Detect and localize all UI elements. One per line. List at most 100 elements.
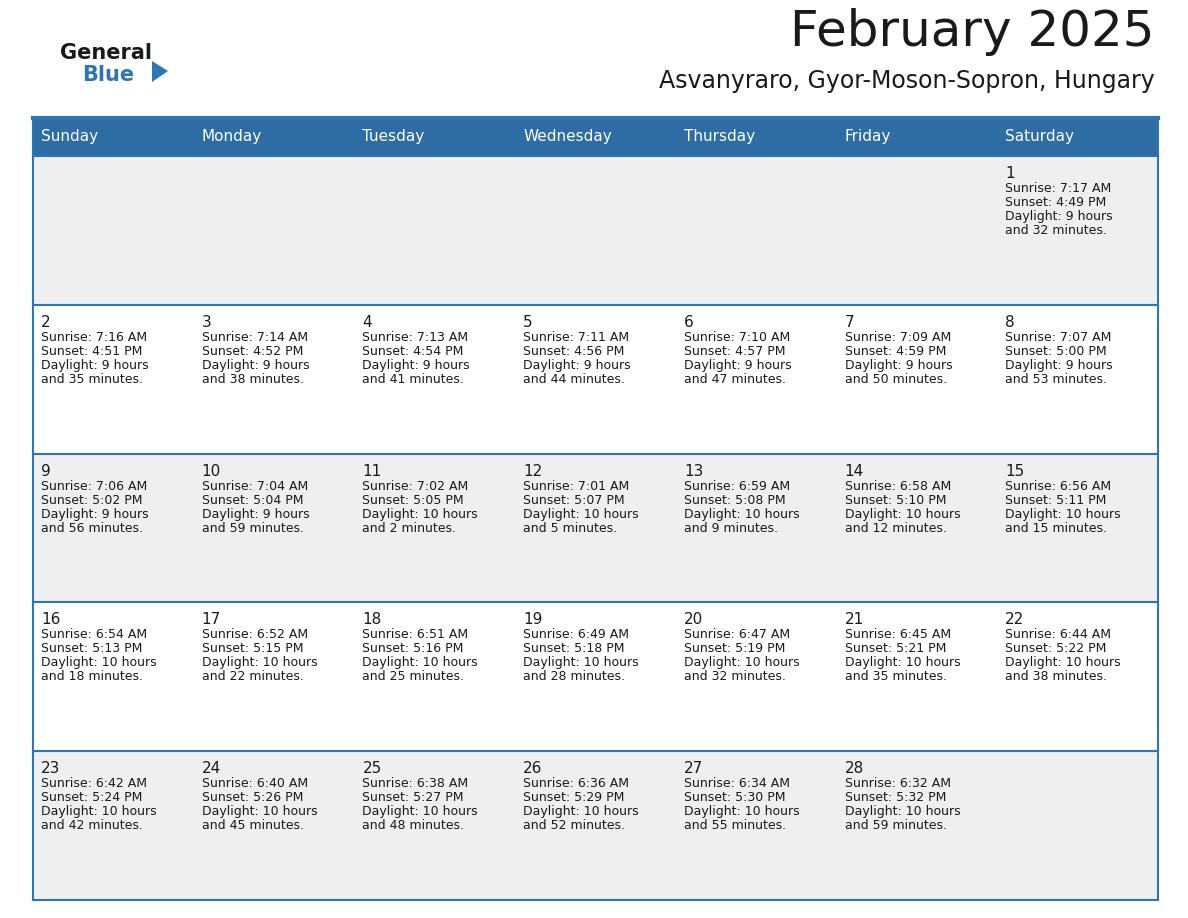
Bar <box>33 305 194 453</box>
Text: Daylight: 10 hours: Daylight: 10 hours <box>845 656 960 669</box>
Text: Thursday: Thursday <box>684 129 756 144</box>
Bar <box>516 118 676 156</box>
Text: Daylight: 9 hours: Daylight: 9 hours <box>1005 359 1113 372</box>
Text: Daylight: 10 hours: Daylight: 10 hours <box>202 656 317 669</box>
Bar <box>836 118 997 156</box>
Text: and 42 minutes.: and 42 minutes. <box>42 819 143 833</box>
Bar <box>354 305 516 453</box>
Bar <box>997 751 1158 900</box>
Bar <box>354 751 516 900</box>
Text: 9: 9 <box>42 464 51 478</box>
Bar <box>194 156 354 305</box>
Text: 19: 19 <box>523 612 543 627</box>
Text: Sunrise: 7:17 AM: Sunrise: 7:17 AM <box>1005 182 1112 195</box>
Text: Sunset: 4:49 PM: Sunset: 4:49 PM <box>1005 196 1106 209</box>
Text: and 35 minutes.: and 35 minutes. <box>845 670 947 683</box>
Text: and 9 minutes.: and 9 minutes. <box>684 521 778 534</box>
Text: Sunset: 5:08 PM: Sunset: 5:08 PM <box>684 494 785 507</box>
Text: 7: 7 <box>845 315 854 330</box>
Text: and 56 minutes.: and 56 minutes. <box>42 521 143 534</box>
Text: and 15 minutes.: and 15 minutes. <box>1005 521 1107 534</box>
Text: Sunrise: 6:44 AM: Sunrise: 6:44 AM <box>1005 629 1111 642</box>
Text: Sunset: 5:16 PM: Sunset: 5:16 PM <box>362 643 463 655</box>
Text: 28: 28 <box>845 761 864 777</box>
Text: Sunset: 5:22 PM: Sunset: 5:22 PM <box>1005 643 1107 655</box>
Text: Sunrise: 7:11 AM: Sunrise: 7:11 AM <box>523 330 630 344</box>
Text: Daylight: 10 hours: Daylight: 10 hours <box>684 805 800 818</box>
Bar <box>516 751 676 900</box>
Bar <box>997 453 1158 602</box>
Text: and 52 minutes.: and 52 minutes. <box>523 819 625 833</box>
Text: 27: 27 <box>684 761 703 777</box>
Text: General: General <box>61 43 152 63</box>
Text: Sunset: 5:10 PM: Sunset: 5:10 PM <box>845 494 946 507</box>
Bar <box>676 156 836 305</box>
Text: Daylight: 10 hours: Daylight: 10 hours <box>684 508 800 521</box>
Text: 11: 11 <box>362 464 381 478</box>
Text: Sunset: 5:19 PM: Sunset: 5:19 PM <box>684 643 785 655</box>
Text: Sunrise: 7:14 AM: Sunrise: 7:14 AM <box>202 330 308 344</box>
Text: Sunset: 5:30 PM: Sunset: 5:30 PM <box>684 791 785 804</box>
Text: 2: 2 <box>42 315 51 330</box>
Text: Sunrise: 6:51 AM: Sunrise: 6:51 AM <box>362 629 468 642</box>
Text: Daylight: 10 hours: Daylight: 10 hours <box>845 805 960 818</box>
Text: Sunday: Sunday <box>42 129 99 144</box>
Text: Sunset: 4:57 PM: Sunset: 4:57 PM <box>684 345 785 358</box>
Text: 20: 20 <box>684 612 703 627</box>
Bar <box>194 602 354 751</box>
Text: Sunrise: 7:02 AM: Sunrise: 7:02 AM <box>362 479 469 493</box>
Text: Sunrise: 6:47 AM: Sunrise: 6:47 AM <box>684 629 790 642</box>
Bar <box>194 305 354 453</box>
Text: Sunrise: 7:01 AM: Sunrise: 7:01 AM <box>523 479 630 493</box>
Bar <box>836 156 997 305</box>
Text: Daylight: 10 hours: Daylight: 10 hours <box>362 805 478 818</box>
Text: Daylight: 9 hours: Daylight: 9 hours <box>202 508 309 521</box>
Bar <box>354 453 516 602</box>
Bar <box>194 751 354 900</box>
Polygon shape <box>152 61 168 82</box>
Text: and 41 minutes.: and 41 minutes. <box>362 373 465 386</box>
Text: 23: 23 <box>42 761 61 777</box>
Bar <box>33 453 194 602</box>
Text: and 18 minutes.: and 18 minutes. <box>42 670 143 683</box>
Text: Tuesday: Tuesday <box>362 129 424 144</box>
Text: and 35 minutes.: and 35 minutes. <box>42 373 143 386</box>
Text: February 2025: February 2025 <box>790 8 1155 56</box>
Bar <box>836 453 997 602</box>
Text: Sunrise: 6:45 AM: Sunrise: 6:45 AM <box>845 629 950 642</box>
Text: Daylight: 9 hours: Daylight: 9 hours <box>362 359 470 372</box>
Bar <box>676 118 836 156</box>
Text: Sunrise: 6:42 AM: Sunrise: 6:42 AM <box>42 778 147 790</box>
Text: Daylight: 10 hours: Daylight: 10 hours <box>523 656 639 669</box>
Text: Daylight: 10 hours: Daylight: 10 hours <box>523 805 639 818</box>
Text: 5: 5 <box>523 315 532 330</box>
Text: Sunset: 5:18 PM: Sunset: 5:18 PM <box>523 643 625 655</box>
Text: and 28 minutes.: and 28 minutes. <box>523 670 625 683</box>
Text: Wednesday: Wednesday <box>523 129 612 144</box>
Text: 22: 22 <box>1005 612 1024 627</box>
Text: and 5 minutes.: and 5 minutes. <box>523 521 618 534</box>
Text: Daylight: 9 hours: Daylight: 9 hours <box>1005 210 1113 223</box>
Text: 18: 18 <box>362 612 381 627</box>
Text: Daylight: 9 hours: Daylight: 9 hours <box>42 359 148 372</box>
Text: Sunrise: 6:36 AM: Sunrise: 6:36 AM <box>523 778 630 790</box>
Bar <box>836 305 997 453</box>
Text: Sunrise: 7:16 AM: Sunrise: 7:16 AM <box>42 330 147 344</box>
Text: and 59 minutes.: and 59 minutes. <box>845 819 947 833</box>
Text: and 50 minutes.: and 50 minutes. <box>845 373 947 386</box>
Text: and 38 minutes.: and 38 minutes. <box>1005 670 1107 683</box>
Text: 13: 13 <box>684 464 703 478</box>
Text: Asvanyraro, Gyor-Moson-Sopron, Hungary: Asvanyraro, Gyor-Moson-Sopron, Hungary <box>659 69 1155 93</box>
Bar <box>516 305 676 453</box>
Text: Sunset: 4:52 PM: Sunset: 4:52 PM <box>202 345 303 358</box>
Text: Sunset: 5:02 PM: Sunset: 5:02 PM <box>42 494 143 507</box>
Text: 14: 14 <box>845 464 864 478</box>
Text: Sunset: 5:11 PM: Sunset: 5:11 PM <box>1005 494 1107 507</box>
Bar <box>836 751 997 900</box>
Text: 10: 10 <box>202 464 221 478</box>
Text: and 59 minutes.: and 59 minutes. <box>202 521 304 534</box>
Text: and 48 minutes.: and 48 minutes. <box>362 819 465 833</box>
Text: and 22 minutes.: and 22 minutes. <box>202 670 304 683</box>
Text: Daylight: 9 hours: Daylight: 9 hours <box>684 359 791 372</box>
Bar <box>354 118 516 156</box>
